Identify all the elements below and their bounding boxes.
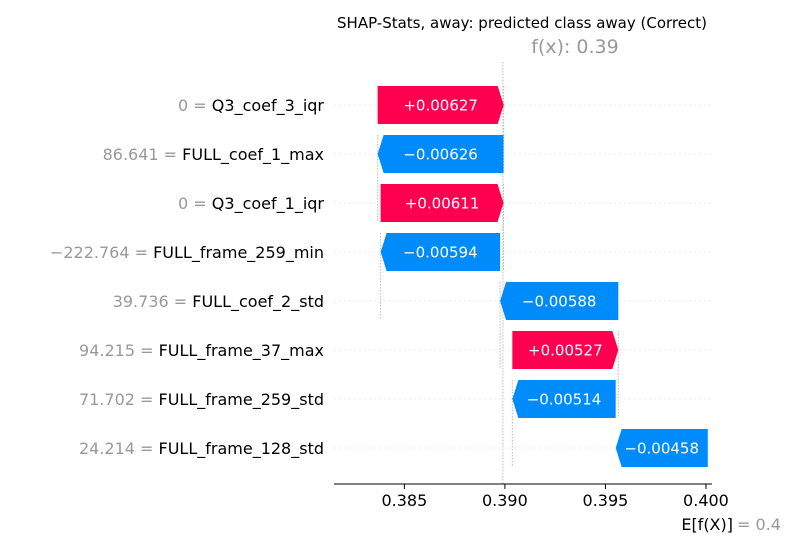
bar-value-label: −0.00588 <box>522 293 597 311</box>
x-tick-label: 0.390 <box>482 491 528 510</box>
x-tick-label: 0.385 <box>381 491 427 510</box>
positive-shap-bar <box>377 86 504 124</box>
feature-label: 94.215 = FULL_frame_37_max <box>79 341 324 361</box>
expected-value-label: E[f(X)] <box>681 515 733 534</box>
feature-label: 24.214 = FULL_frame_128_std <box>79 439 324 459</box>
feature-label: 0 = Q3_coef_3_iqr <box>178 96 324 116</box>
feature-value: 24.214 = <box>79 439 159 458</box>
feature-name: FULL_frame_259_min <box>153 243 324 263</box>
bar-value-label: −0.00514 <box>527 391 602 409</box>
feature-label: 0 = Q3_coef_1_iqr <box>178 194 324 214</box>
feature-value: 0 = <box>178 194 212 213</box>
negative-shap-bar <box>512 380 616 418</box>
bar-value-label: −0.00458 <box>624 440 699 458</box>
feature-value: 39.736 = <box>113 292 193 311</box>
feature-name: FULL_frame_128_std <box>159 439 325 459</box>
feature-name: FULL_frame_37_max <box>159 341 324 361</box>
bar-value-label: −0.00626 <box>403 146 478 164</box>
feature-label: −222.764 = FULL_frame_259_min <box>50 243 324 263</box>
feature-name: FULL_coef_2_std <box>192 292 324 312</box>
fx-label: f(x): 0.39 <box>531 36 619 58</box>
negative-shap-bar <box>380 233 501 271</box>
feature-labels-layer: 0 = Q3_coef_3_iqr 86.641 = FULL_coef_1_ma… <box>50 96 324 459</box>
chart-title: SHAP-Stats, away: predicted class away (… <box>337 14 707 32</box>
feature-label: 71.702 = FULL_frame_259_std <box>79 390 324 410</box>
positive-shap-bar <box>380 184 504 222</box>
negative-shap-bar <box>500 282 619 320</box>
feature-name: Q3_coef_3_iqr <box>212 96 325 116</box>
feature-value: 86.641 = <box>103 145 183 164</box>
x-tick-label: 0.395 <box>583 491 629 510</box>
negative-shap-bar <box>615 429 708 467</box>
feature-name: Q3_coef_1_iqr <box>212 194 325 214</box>
bar-value-label: +0.00611 <box>405 195 480 213</box>
feature-label: 39.736 = FULL_coef_2_std <box>113 292 324 312</box>
x-axis: 0.385 0.390 0.395 0.400 <box>334 483 729 510</box>
reference-lines <box>377 62 619 484</box>
feature-value: −222.764 = <box>50 243 153 262</box>
positive-shap-bar <box>512 331 619 369</box>
expected-value: = 0.4 <box>737 515 781 534</box>
feature-value: 94.215 = <box>79 341 159 360</box>
bars-layer: +0.00627 −0.00626 +0.00611 −0.00594 −0.00588… <box>377 86 708 467</box>
negative-shap-bar <box>377 135 504 173</box>
feature-value: 71.702 = <box>79 390 159 409</box>
bar-value-label: +0.00527 <box>528 342 603 360</box>
feature-value: 0 = <box>178 96 212 115</box>
bar-value-label: −0.00594 <box>403 244 478 262</box>
x-tick-label: 0.400 <box>683 491 729 510</box>
feature-label: 86.641 = FULL_coef_1_max <box>103 145 324 165</box>
feature-name: FULL_frame_259_std <box>159 390 325 410</box>
feature-name: FULL_coef_1_max <box>182 145 324 165</box>
bar-value-label: +0.00627 <box>403 97 478 115</box>
